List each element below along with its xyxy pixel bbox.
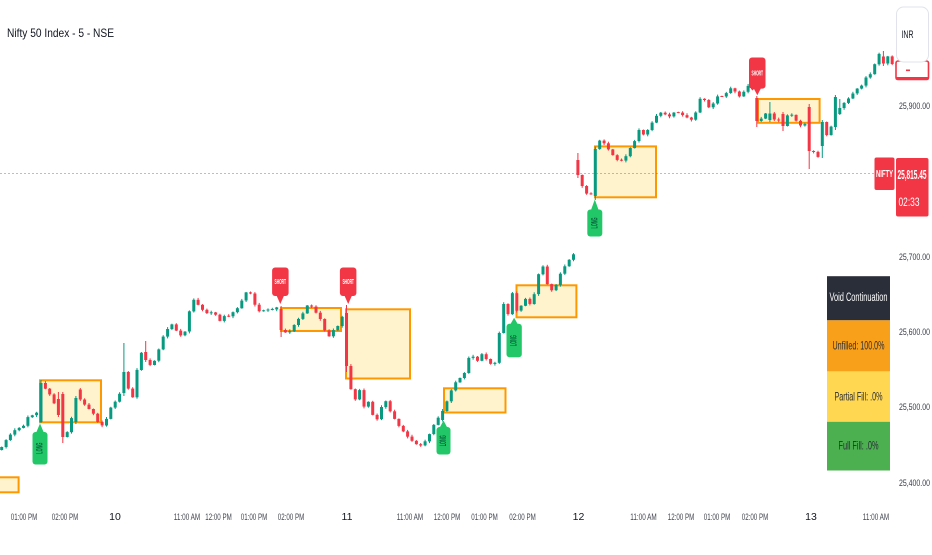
svg-text:SHORT: SHORT (342, 279, 354, 286)
svg-text:25,400.00: 25,400.00 (899, 478, 930, 489)
svg-text:25,600.00: 25,600.00 (899, 327, 930, 338)
svg-text:11: 11 (342, 511, 353, 523)
svg-text:11:00 AM: 11:00 AM (863, 512, 890, 523)
svg-text:02:00 PM: 02:00 PM (509, 512, 536, 523)
svg-text:11:00 AM: 11:00 AM (174, 512, 201, 523)
svg-text:SHORT: SHORT (275, 279, 287, 286)
svg-text:SHORT: SHORT (752, 71, 764, 78)
svg-text:25,700.00: 25,700.00 (899, 252, 930, 263)
svg-text:12:00 PM: 12:00 PM (434, 512, 461, 523)
svg-text:01:00 PM: 01:00 PM (471, 512, 498, 523)
svg-text:01:00 PM: 01:00 PM (11, 512, 38, 523)
svg-text:01:00 PM: 01:00 PM (241, 512, 268, 523)
svg-text:11:00 AM: 11:00 AM (397, 512, 424, 523)
svg-text:Void Continuation: Void Continuation (830, 292, 888, 304)
svg-text:25,815.45: 25,815.45 (898, 167, 927, 182)
svg-text:LONG: LONG (438, 435, 449, 446)
svg-text:LONG: LONG (509, 335, 520, 346)
svg-text:01:00 PM: 01:00 PM (704, 512, 731, 523)
svg-text:11:00 AM: 11:00 AM (630, 512, 657, 523)
svg-text:Full Fill: .0%: Full Fill: .0% (839, 439, 879, 453)
svg-text:25,500.00: 25,500.00 (899, 402, 930, 413)
svg-text:12:00 PM: 12:00 PM (205, 512, 232, 523)
svg-text:02:00 PM: 02:00 PM (52, 512, 79, 523)
svg-text:12:00 PM: 12:00 PM (668, 512, 695, 523)
svg-text:Unfilled: 100.0%: Unfilled: 100.0% (833, 339, 885, 353)
svg-text:10: 10 (109, 511, 121, 523)
svg-text:NIFTY: NIFTY (876, 169, 893, 180)
svg-text:LONG: LONG (35, 443, 46, 454)
svg-text:02:00 PM: 02:00 PM (742, 512, 769, 523)
svg-text:LONG: LONG (589, 218, 600, 229)
svg-text:INR: INR (902, 29, 914, 41)
svg-text:Partial Fill: .0%: Partial Fill: .0% (835, 390, 883, 404)
svg-text:25,900.00: 25,900.00 (899, 101, 930, 112)
svg-text:Nifty 50 Index - 5 - NSE: Nifty 50 Index - 5 - NSE (7, 26, 114, 40)
svg-text:12: 12 (573, 511, 585, 523)
svg-text:02:33: 02:33 (899, 195, 920, 209)
svg-text:02:00 PM: 02:00 PM (278, 512, 305, 523)
svg-text:13: 13 (805, 511, 817, 523)
